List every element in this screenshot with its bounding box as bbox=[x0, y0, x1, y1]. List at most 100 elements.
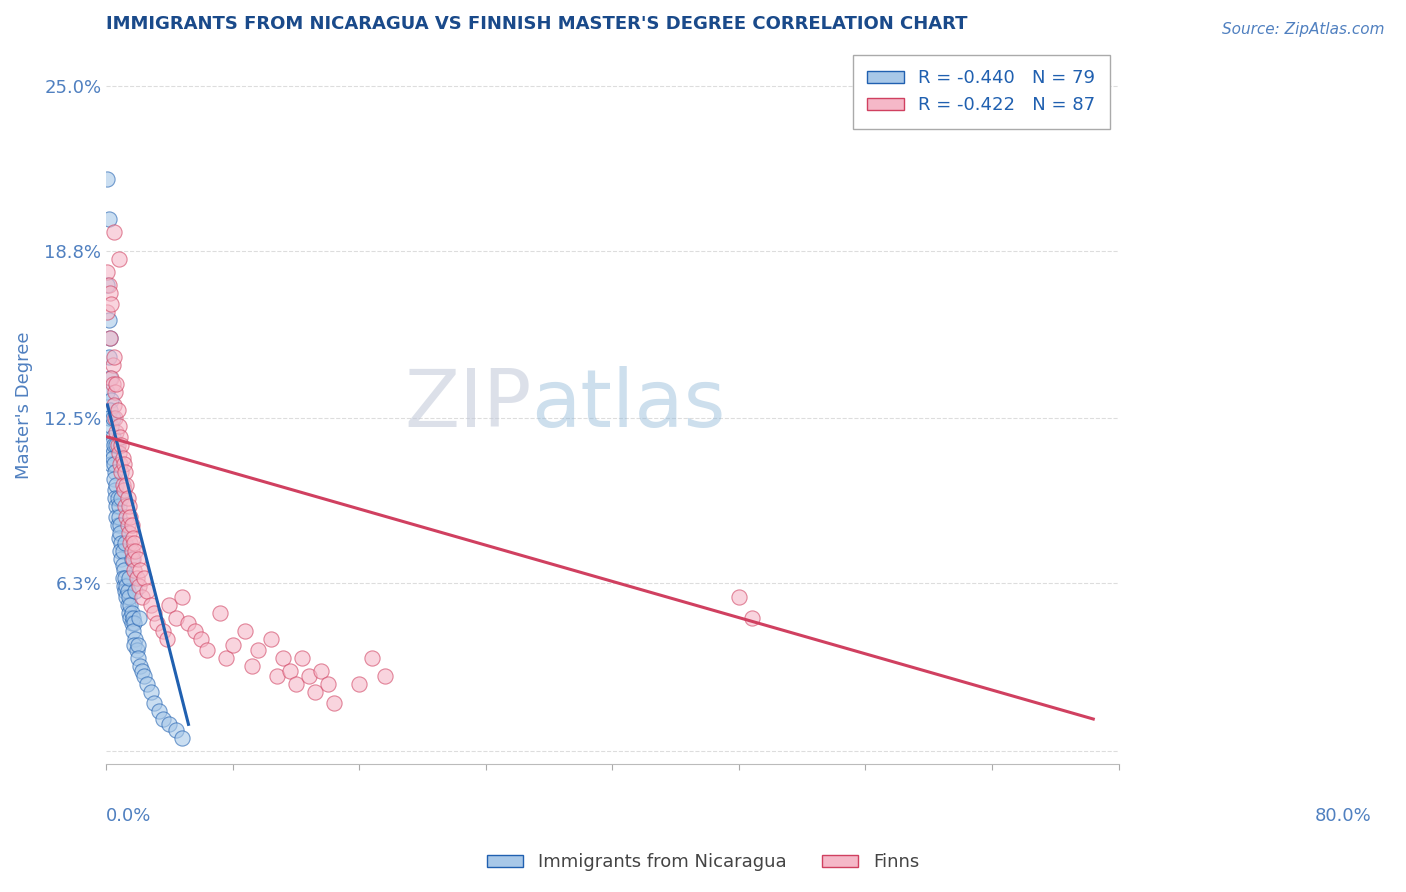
Point bbox=[97, 350, 120, 364]
Point bbox=[323, 696, 346, 710]
Point bbox=[105, 478, 128, 492]
Point bbox=[117, 517, 139, 532]
Text: 80.0%: 80.0% bbox=[1315, 807, 1372, 825]
Point bbox=[101, 411, 124, 425]
Point bbox=[101, 446, 124, 460]
Point bbox=[107, 438, 129, 452]
Point bbox=[304, 685, 326, 699]
Point bbox=[114, 499, 136, 513]
Point bbox=[127, 650, 149, 665]
Point bbox=[122, 536, 145, 550]
Point bbox=[107, 491, 129, 505]
Point bbox=[135, 677, 157, 691]
Point bbox=[209, 606, 232, 620]
Point bbox=[114, 536, 136, 550]
Point bbox=[105, 509, 128, 524]
Point bbox=[121, 624, 143, 639]
Point bbox=[96, 278, 118, 293]
Point bbox=[129, 563, 152, 577]
Point bbox=[103, 457, 125, 471]
Legend: Immigrants from Nicaragua, Finns: Immigrants from Nicaragua, Finns bbox=[479, 847, 927, 879]
Text: Source: ZipAtlas.com: Source: ZipAtlas.com bbox=[1222, 22, 1385, 37]
Point bbox=[110, 552, 132, 566]
Point bbox=[97, 313, 120, 327]
Point bbox=[115, 509, 138, 524]
Point bbox=[108, 430, 131, 444]
Point bbox=[115, 478, 138, 492]
Point bbox=[135, 584, 157, 599]
Point bbox=[143, 696, 166, 710]
Point bbox=[131, 590, 153, 604]
Point bbox=[98, 286, 121, 301]
Point bbox=[100, 371, 122, 385]
Point bbox=[104, 465, 127, 479]
Text: IMMIGRANTS FROM NICARAGUA VS FINNISH MASTER'S DEGREE CORRELATION CHART: IMMIGRANTS FROM NICARAGUA VS FINNISH MAS… bbox=[107, 15, 967, 33]
Point bbox=[172, 590, 194, 604]
Point bbox=[98, 403, 121, 417]
Point bbox=[105, 438, 128, 452]
Point bbox=[197, 643, 219, 657]
Point bbox=[134, 669, 156, 683]
Point bbox=[96, 171, 118, 186]
Point bbox=[108, 446, 131, 460]
Point bbox=[111, 478, 134, 492]
Point bbox=[121, 552, 143, 566]
Point bbox=[97, 211, 120, 226]
Point bbox=[98, 438, 121, 452]
Point bbox=[118, 590, 141, 604]
Point bbox=[125, 643, 148, 657]
Point bbox=[118, 499, 141, 513]
Point bbox=[190, 632, 212, 647]
Point bbox=[146, 616, 169, 631]
Point bbox=[374, 669, 396, 683]
Point bbox=[235, 624, 257, 639]
Point bbox=[120, 509, 142, 524]
Point bbox=[349, 677, 371, 691]
Point bbox=[100, 392, 122, 407]
Point bbox=[108, 499, 131, 513]
Point bbox=[98, 371, 121, 385]
Point bbox=[105, 425, 128, 439]
Point bbox=[96, 265, 118, 279]
Point bbox=[112, 579, 135, 593]
Point bbox=[152, 712, 174, 726]
Point bbox=[139, 685, 162, 699]
Point bbox=[134, 571, 156, 585]
Point bbox=[298, 669, 321, 683]
Point bbox=[165, 611, 187, 625]
Point bbox=[127, 552, 149, 566]
Point bbox=[121, 517, 143, 532]
Point bbox=[291, 650, 314, 665]
Point bbox=[114, 584, 136, 599]
Point bbox=[143, 606, 166, 620]
Point bbox=[112, 457, 135, 471]
Point bbox=[108, 531, 131, 545]
Point bbox=[122, 616, 145, 631]
Point bbox=[111, 451, 134, 466]
Point bbox=[247, 643, 270, 657]
Point bbox=[101, 376, 124, 391]
Point bbox=[124, 584, 146, 599]
Point bbox=[159, 598, 181, 612]
Point bbox=[152, 624, 174, 639]
Point bbox=[98, 331, 121, 345]
Point bbox=[361, 650, 384, 665]
Point bbox=[128, 579, 150, 593]
Point bbox=[105, 499, 128, 513]
Point bbox=[96, 384, 118, 399]
Point bbox=[96, 305, 118, 319]
Point bbox=[108, 525, 131, 540]
Point bbox=[108, 517, 131, 532]
Point bbox=[215, 650, 238, 665]
Point bbox=[97, 278, 120, 293]
Point bbox=[316, 677, 339, 691]
Point bbox=[260, 632, 283, 647]
Point bbox=[103, 438, 125, 452]
Point bbox=[100, 297, 122, 311]
Point bbox=[311, 664, 333, 678]
Point bbox=[110, 491, 132, 505]
Text: atlas: atlas bbox=[531, 366, 725, 444]
Point bbox=[117, 491, 139, 505]
Point bbox=[278, 664, 301, 678]
Point bbox=[114, 465, 136, 479]
